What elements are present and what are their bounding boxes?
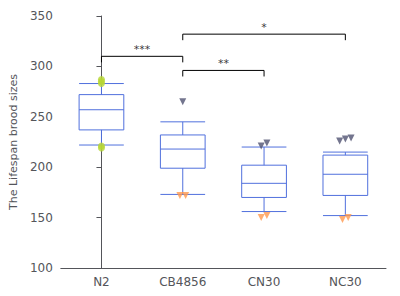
svg-text:CN30: CN30 bbox=[248, 275, 281, 289]
svg-text:**: ** bbox=[218, 57, 230, 70]
svg-text:***: *** bbox=[134, 43, 151, 56]
svg-text:N2: N2 bbox=[93, 275, 110, 289]
svg-text:150: 150 bbox=[30, 211, 53, 225]
svg-text:250: 250 bbox=[30, 110, 53, 124]
svg-text:350: 350 bbox=[30, 9, 53, 23]
svg-text:The Lifespan brood sizes: The Lifespan brood sizes bbox=[7, 74, 20, 211]
svg-text:*: * bbox=[261, 21, 267, 34]
svg-text:300: 300 bbox=[30, 59, 53, 73]
svg-text:200: 200 bbox=[30, 160, 53, 174]
svg-text:NC30: NC30 bbox=[329, 275, 362, 289]
svg-text:CB4856: CB4856 bbox=[159, 275, 206, 289]
svg-text:100: 100 bbox=[30, 261, 53, 275]
